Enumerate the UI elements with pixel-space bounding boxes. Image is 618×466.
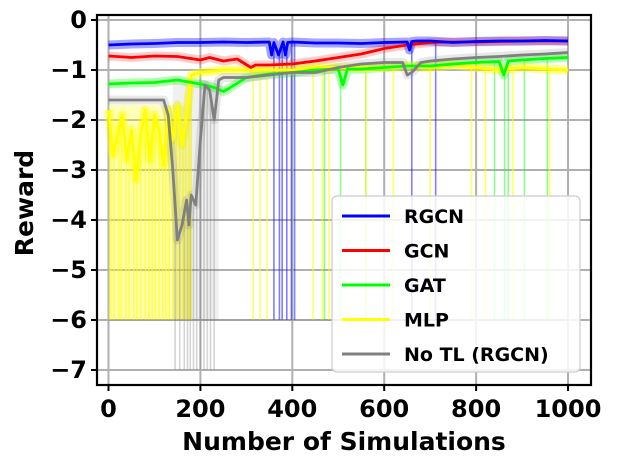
plot-frame [95, 13, 593, 387]
legend-label-no-tl-rgcn: No TL (RGCN) [404, 344, 549, 366]
y-axis-label: Reward [10, 150, 39, 256]
y-tick-label-6: −6 [50, 306, 87, 334]
legend-label-gcn: GCN [404, 241, 449, 263]
series-line-rgcn [108, 39, 569, 57]
y-tick-label-3: −3 [50, 156, 87, 184]
y-tick-label-2: −2 [50, 106, 87, 134]
series-line-mlp [107, 63, 569, 182]
x-tick-label-1: 200 [175, 395, 225, 423]
legend: RGCN GCN GAT MLP No TL (RGCN) [331, 195, 581, 373]
x-tick-label-0: 0 [100, 395, 117, 423]
y-tick-label-5: −5 [50, 256, 87, 284]
y-tick-label-7: −7 [50, 356, 87, 384]
mlp-dense-region [108, 105, 192, 320]
x-tick-label-2: 400 [267, 395, 317, 423]
axis-ticks: 0 200 400 600 800 1000 0 −1 −2 −3 −4 −5 −6 −7 [50, 6, 601, 423]
y-tick-label-1: −1 [50, 56, 87, 84]
legend-label-gat: GAT [404, 275, 446, 297]
y-tick-label-4: −4 [50, 206, 87, 234]
x-tick-label-4: 800 [451, 395, 501, 423]
y-tick-label-0: 0 [70, 6, 87, 34]
legend-box [331, 195, 581, 373]
x-tick-label-5: 1000 [535, 395, 602, 423]
series-line-no-tl-rgcn [108, 51, 569, 242]
x-tick-label-3: 600 [359, 395, 409, 423]
legend-label-rgcn: RGCN [404, 206, 464, 228]
legend-label-mlp: MLP [404, 310, 449, 332]
series-lines [107, 39, 569, 242]
x-axis-label: Number of Simulations [182, 427, 506, 456]
